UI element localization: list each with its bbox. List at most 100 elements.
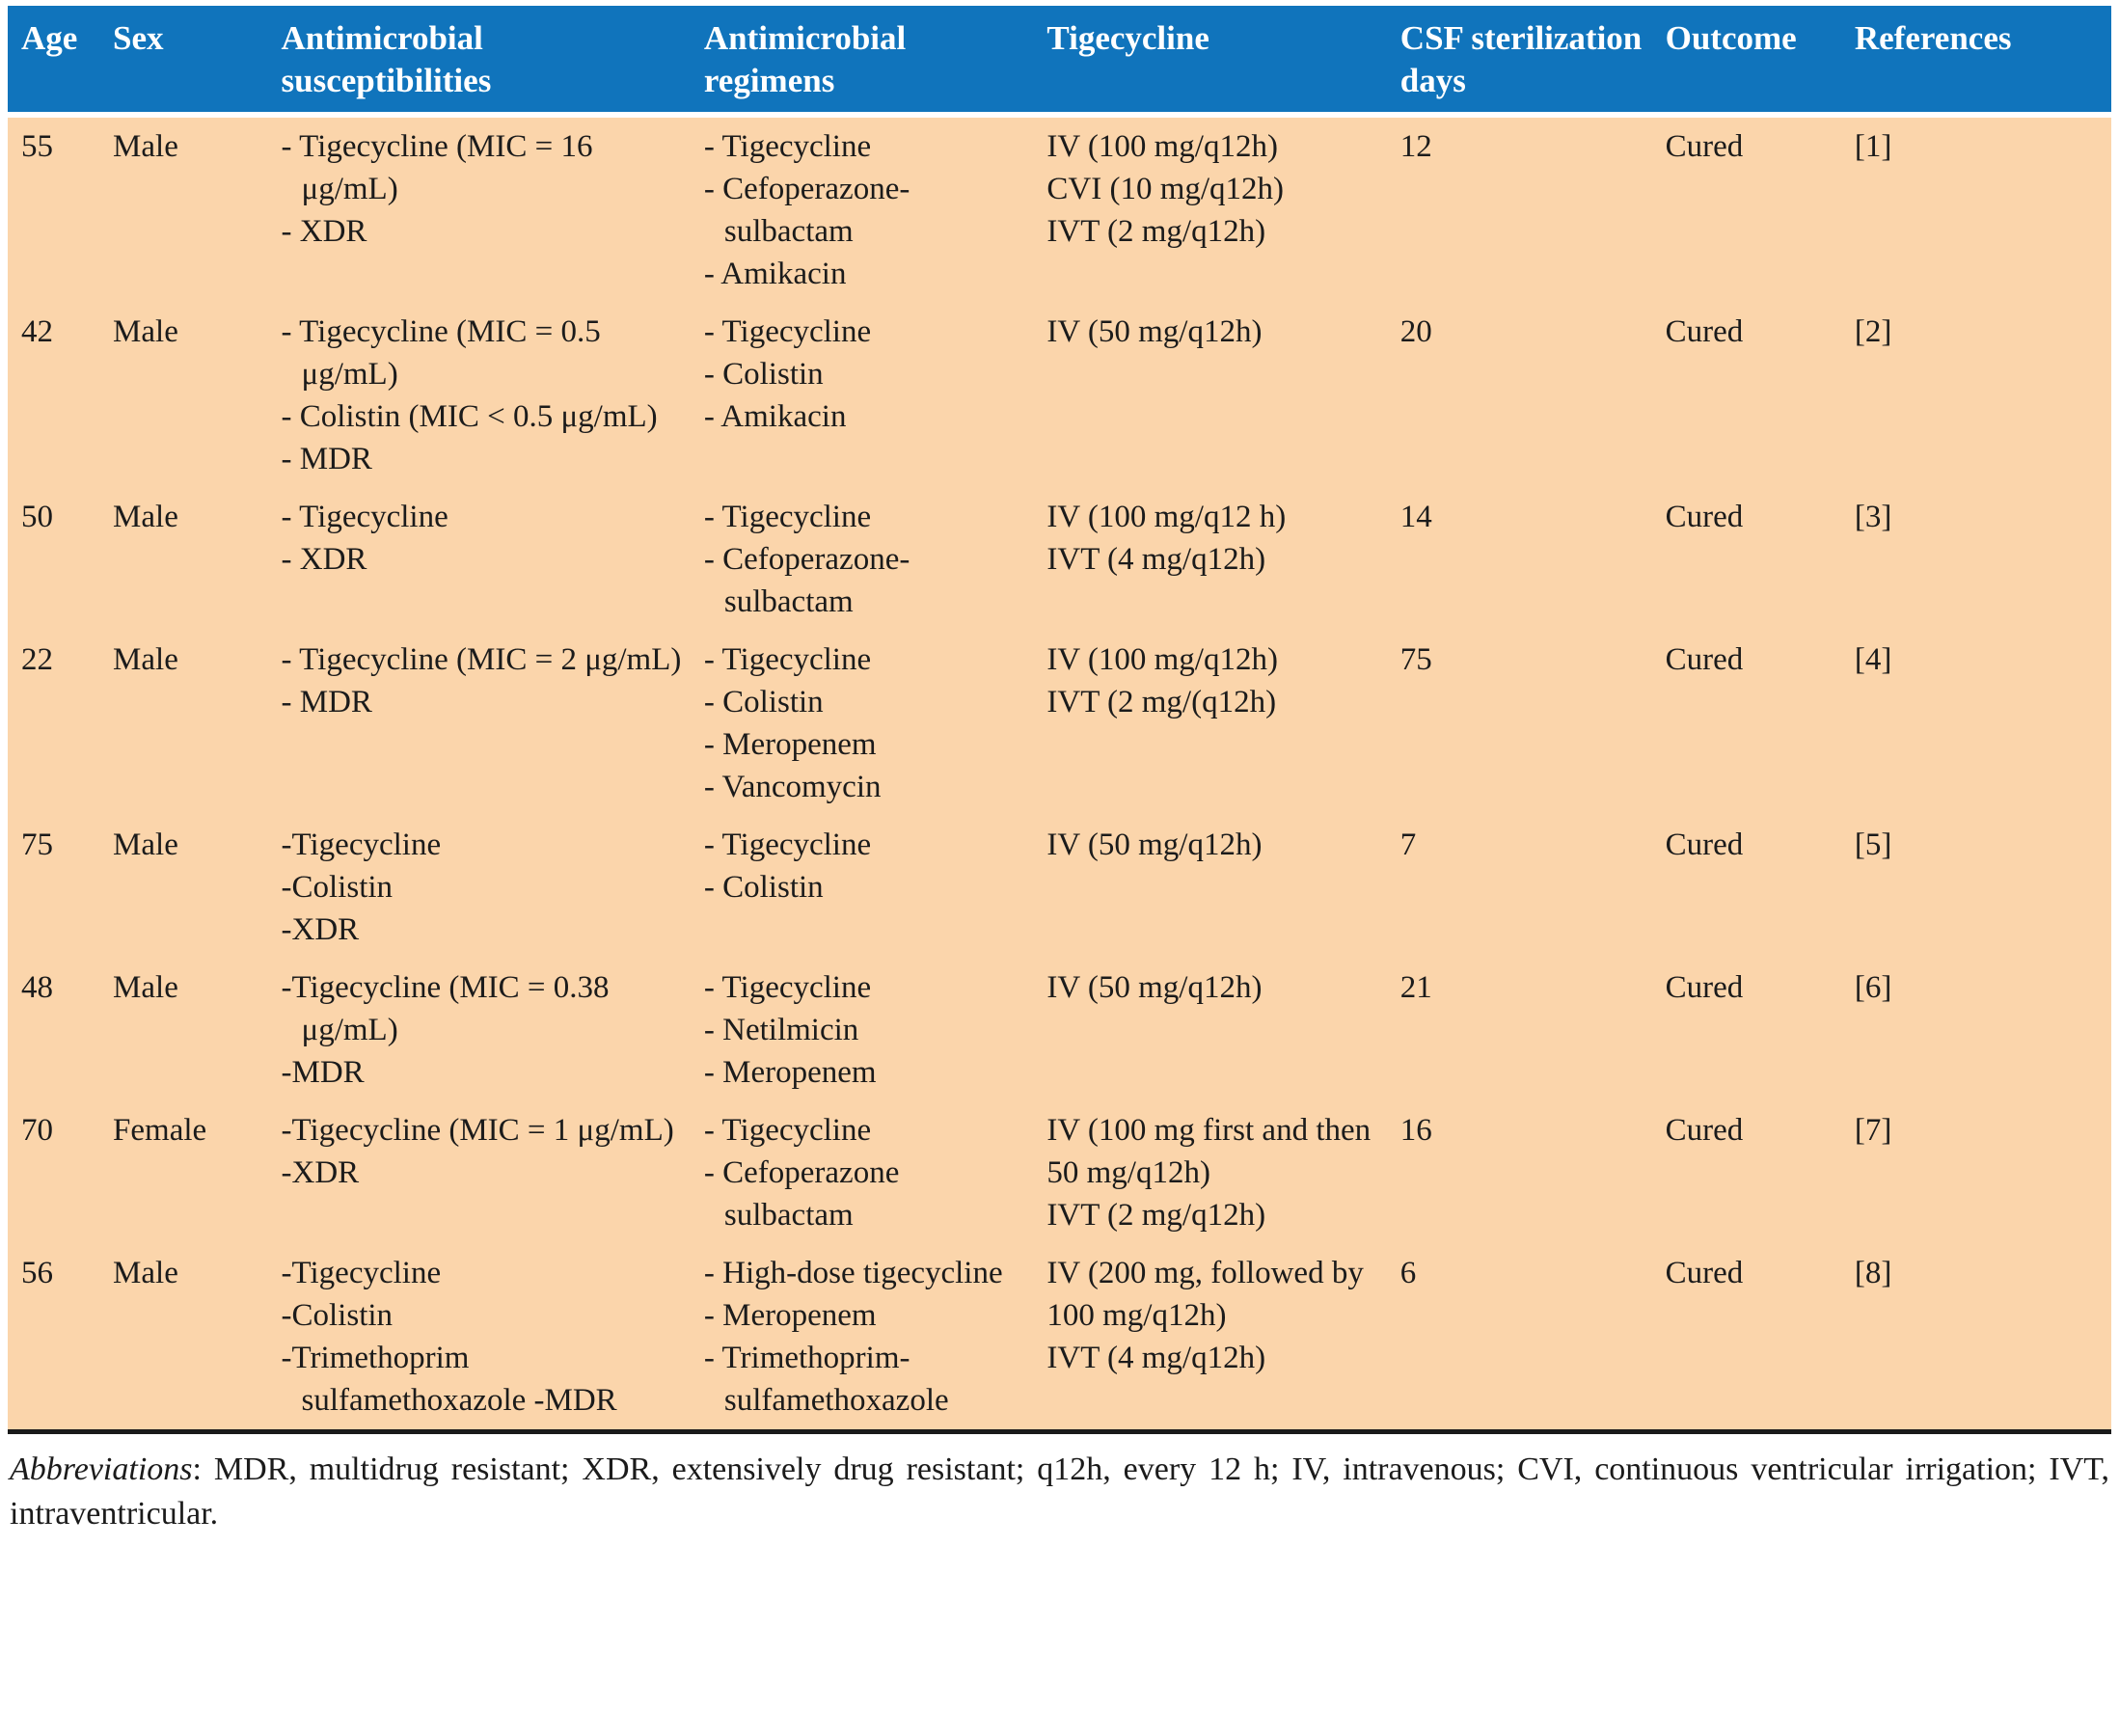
tigecycline-item: IVT (2 mg/q12h) xyxy=(1046,214,1266,249)
cell-regimens: - Tigecycline - Colistin - Amikacin xyxy=(704,303,1047,488)
cell-susceptibilities: -Tigecycline (MIC = 1 μg/mL) -XDR xyxy=(282,1101,704,1244)
table-bottom-rule xyxy=(8,1429,2111,1434)
regimens-item: - Tigecycline xyxy=(703,827,872,862)
regimens-item: - Meropenem xyxy=(703,727,877,762)
cell-csf-days: 21 xyxy=(1399,970,1432,1005)
table-row: 50 Male - Tigecycline - XDR - Tigecycline - C… xyxy=(8,488,2111,631)
cell-regimens: - Tigecycline - Colistin xyxy=(704,816,1047,959)
table-row: 75 Male -Tigecycline -Colistin -XDR - Tigecyc… xyxy=(8,816,2111,959)
tigecycline-item: IV (50 mg/q12h) xyxy=(1046,827,1263,862)
column-header-references: References xyxy=(1854,6,2111,118)
cell-tigecycline: IV (50 mg/q12h) xyxy=(1046,959,1399,1101)
regimens-item: - Tigecycline xyxy=(703,970,872,1005)
regimens-item: - Tigecycline xyxy=(703,500,872,534)
cell-regimens: - High-dose tigecycline - Meropenem - Trim… xyxy=(704,1244,1047,1429)
table-header-row: Age Sex Antimicrobial susceptibilities Anti… xyxy=(8,6,2111,118)
table-header: Age Sex Antimicrobial susceptibilities Anti… xyxy=(8,6,2111,118)
abbreviations-note-text: : MDR, multidrug resistant; XDR, extensi… xyxy=(10,1451,2109,1532)
cell-outcome: Cured xyxy=(1665,314,1744,349)
cell-age: 75 xyxy=(21,827,53,862)
susceptibilities-item: -Tigecycline (MIC = 0.38 μg/mL) xyxy=(281,970,610,1047)
tigecycline-item: IVT (2 mg/q12h) xyxy=(1046,1198,1266,1233)
tigecycline-item: IVT (4 mg/q12h) xyxy=(1046,1341,1266,1375)
table-row: 22 Male - Tigecycline (MIC = 2 μg/mL) - MDR… xyxy=(8,631,2111,816)
cell-outcome: Cured xyxy=(1665,500,1744,534)
column-header-outcome: Outcome xyxy=(1665,6,1855,118)
table-row: 42 Male - Tigecycline (MIC = 0.5 μg/mL) - C… xyxy=(8,303,2111,488)
cell-reference: [7] xyxy=(1854,1113,1892,1148)
susceptibilities-item: - Tigecycline (MIC = 16 μg/mL) xyxy=(281,129,593,206)
susceptibilities-item: -XDR xyxy=(281,1155,360,1190)
susceptibilities-item: -Tigecycline (MIC = 1 μg/mL) xyxy=(281,1113,674,1148)
susceptibilities-item: - XDR xyxy=(281,214,367,249)
abbreviations-note: Abbreviations: MDR, multidrug resistant;… xyxy=(0,1434,2119,1536)
cell-regimens: - Tigecycline - Cefoperazone-sulbactam - A… xyxy=(704,115,1047,303)
tigecycline-item: IV (100 mg/q12 h) xyxy=(1046,500,1287,534)
column-header-tigecycline: Tigecycline xyxy=(1046,6,1400,118)
regimens-item: - Tigecycline xyxy=(703,642,872,677)
tigecycline-item: IVT (4 mg/q12h) xyxy=(1046,542,1266,577)
abbreviations-note-lead: Abbreviations xyxy=(10,1451,193,1487)
cell-outcome: Cured xyxy=(1665,970,1744,1005)
tigecycline-item: IV (100 mg/q12h) xyxy=(1046,642,1278,677)
case-table: Age Sex Antimicrobial susceptibilities Anti… xyxy=(8,6,2111,1429)
cell-age: 55 xyxy=(21,129,53,164)
susceptibilities-item: - Colistin (MIC < 0.5 μg/mL) xyxy=(281,399,658,434)
cell-csf-days: 14 xyxy=(1399,500,1432,534)
cell-csf-days: 7 xyxy=(1399,827,1417,862)
susceptibilities-item: -Tigecycline xyxy=(281,827,442,862)
cell-regimens: - Tigecycline - Cefoperazone sulbactam xyxy=(704,1101,1047,1244)
cell-tigecycline: IV (100 mg/q12h) CVI (10 mg/q12h) IVT (2 m… xyxy=(1046,115,1399,303)
regimens-item: - Tigecycline xyxy=(703,129,872,164)
column-header-sex: Sex xyxy=(113,6,282,118)
cell-susceptibilities: - Tigecycline (MIC = 2 μg/mL) - MDR xyxy=(282,631,704,816)
susceptibilities-item: -Colistin xyxy=(281,870,394,905)
tigecycline-item: IVT (2 mg/(q12h) xyxy=(1046,685,1277,719)
cell-regimens: - Tigecycline - Netilmicin - Meropenem xyxy=(704,959,1047,1101)
cell-reference: [5] xyxy=(1854,827,1892,862)
regimens-item: - Meropenem xyxy=(703,1298,877,1333)
cell-age: 50 xyxy=(21,500,53,534)
case-table-wrapper: Age Sex Antimicrobial susceptibilities Anti… xyxy=(8,6,2111,1434)
cell-reference: [2] xyxy=(1854,314,1892,349)
regimens-item: - Amikacin xyxy=(703,399,847,434)
susceptibilities-item: -MDR xyxy=(281,1055,365,1090)
regimens-item: - Netilmicin xyxy=(703,1013,859,1047)
column-header-regimens: Antimicrobial regimens xyxy=(703,6,1047,118)
susceptibilities-item: - Tigecycline (MIC = 2 μg/mL) xyxy=(281,642,682,677)
cell-outcome: Cured xyxy=(1665,1256,1744,1290)
regimens-item: - Colistin xyxy=(703,870,824,905)
cell-susceptibilities: -Tigecycline (MIC = 0.38 μg/mL) -MDR xyxy=(282,959,704,1101)
susceptibilities-item: -Trimethoprim sulfamethoxazole -MDR xyxy=(281,1341,617,1418)
cell-outcome: Cured xyxy=(1665,642,1744,677)
cell-sex: Male xyxy=(113,314,178,349)
cell-reference: [1] xyxy=(1854,129,1892,164)
regimens-item: - Cefoperazone-sulbactam xyxy=(703,172,910,249)
cell-csf-days: 12 xyxy=(1399,129,1432,164)
tigecycline-item: CVI (10 mg/q12h) xyxy=(1046,172,1285,206)
cell-csf-days: 16 xyxy=(1399,1113,1432,1148)
cell-reference: [8] xyxy=(1854,1256,1892,1290)
cell-susceptibilities: -Tigecycline -Colistin -XDR xyxy=(282,816,704,959)
table-row: 70 Female -Tigecycline (MIC = 1 μg/mL) -XDR… xyxy=(8,1101,2111,1244)
tigecycline-item: IV (100 mg first and then 50 mg/q12h) xyxy=(1046,1113,1372,1190)
cell-outcome: Cured xyxy=(1665,827,1744,862)
cell-tigecycline: IV (200 mg, followed by 100 mg/q12h) IVT … xyxy=(1046,1244,1399,1429)
table-body: 55 Male - Tigecycline (MIC = 16 μg/mL) - XD… xyxy=(8,115,2111,1429)
regimens-item: - Colistin xyxy=(703,357,824,392)
cell-susceptibilities: - Tigecycline - XDR xyxy=(282,488,704,631)
regimens-item: - Meropenem xyxy=(703,1055,877,1090)
cell-sex: Male xyxy=(113,642,178,677)
tigecycline-item: IV (50 mg/q12h) xyxy=(1046,970,1263,1005)
tigecycline-item: IV (100 mg/q12h) xyxy=(1046,129,1278,164)
susceptibilities-item: -XDR xyxy=(281,912,360,947)
cell-sex: Female xyxy=(113,1113,207,1148)
column-header-csf-days: CSF sterilization days xyxy=(1399,6,1666,118)
cell-age: 22 xyxy=(21,642,53,677)
tigecycline-item: IV (50 mg/q12h) xyxy=(1046,314,1263,349)
cell-age: 70 xyxy=(21,1113,53,1148)
cell-susceptibilities: - Tigecycline (MIC = 16 μg/mL) - XDR xyxy=(282,115,704,303)
cell-outcome: Cured xyxy=(1665,1113,1744,1148)
cell-susceptibilities: -Tigecycline -Colistin -Trimethoprim sulfa… xyxy=(282,1244,704,1429)
cell-regimens: - Tigecycline - Colistin - Meropenem - Vanc… xyxy=(704,631,1047,816)
